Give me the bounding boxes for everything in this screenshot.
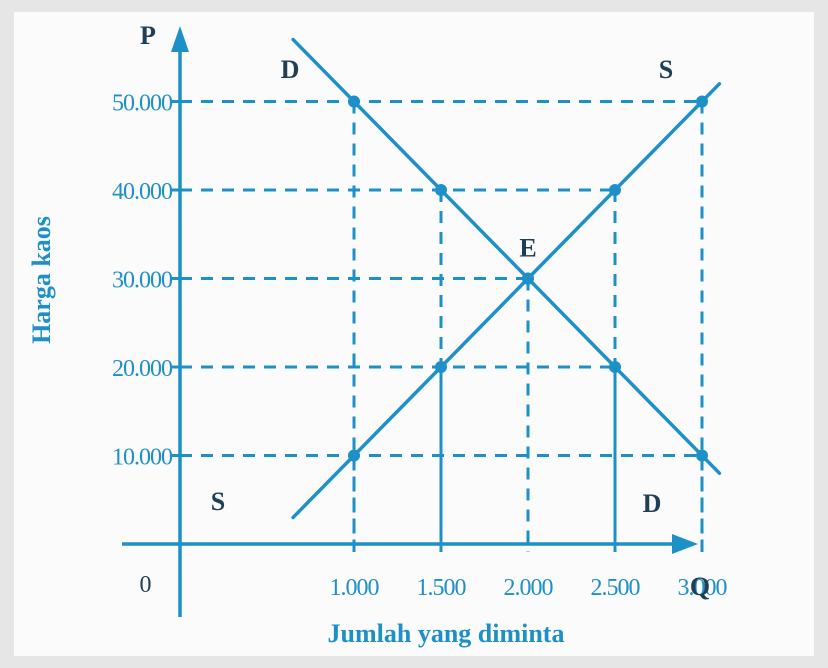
point-S-1 — [435, 361, 447, 373]
y-tick-label-1: 20.000 — [112, 356, 173, 382]
label-s-bottom: S — [211, 487, 225, 516]
label-d-top: D — [281, 55, 300, 84]
curve-D — [291, 37, 722, 475]
y-axis-title: Harga kaos — [27, 216, 56, 344]
point-S-3 — [609, 184, 621, 196]
x-axis-arrow — [672, 534, 698, 554]
origin-label: 0 — [140, 572, 152, 598]
point-D-1 — [435, 184, 447, 196]
point-D-4 — [696, 449, 708, 462]
x-axis-letter: Q — [690, 572, 710, 601]
curve-S — [291, 82, 722, 520]
label-s-top: S — [659, 55, 673, 84]
y-tick-label-3: 40.000 — [112, 179, 173, 205]
point-S-4 — [696, 95, 708, 108]
equilibrium-label: E — [519, 234, 536, 263]
x-tick-label-4: 3.000 — [678, 575, 728, 601]
y-tick-label-0: 10.000 — [112, 445, 173, 471]
point-D-3 — [609, 361, 621, 373]
y-tick-label-4: 50.000 — [112, 91, 173, 117]
point-S-2 — [522, 272, 534, 285]
x-tick-label-1: 1.500 — [417, 575, 467, 601]
chart-frame: 10.000 20.000 30.000 40.000 50.000 1.000 1.500… — [14, 12, 814, 656]
y-axis-letter: P — [140, 21, 156, 50]
point-S-0 — [348, 449, 360, 462]
y-axis-arrow — [171, 26, 189, 52]
x-tick-label-3: 2.500 — [591, 575, 641, 601]
y-tick-label-2: 30.000 — [112, 268, 173, 294]
x-tick-label-0: 1.000 — [330, 575, 380, 601]
x-axis-title: Jumlah yang diminta — [328, 619, 565, 648]
point-D-0 — [348, 95, 360, 108]
label-d-bottom: D — [643, 489, 662, 518]
supply-demand-chart: 10.000 20.000 30.000 40.000 50.000 1.000 1.500… — [27, 21, 729, 648]
x-tick-label-2: 2.000 — [504, 575, 554, 601]
